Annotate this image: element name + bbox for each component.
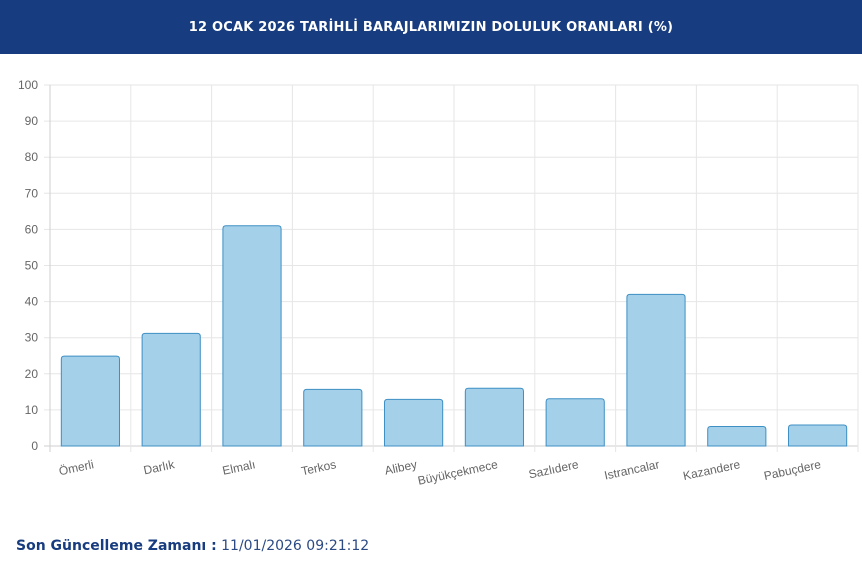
y-tick-label: 100 [18, 78, 38, 92]
y-tick-label: 40 [25, 295, 39, 309]
x-category-label: Istrancalar [603, 457, 661, 482]
last-update-label: Son Güncelleme Zamanı : [16, 538, 217, 554]
last-update-value: 11/01/2026 09:21:12 [221, 538, 370, 554]
x-labels-layer: Ömerli Darlık Elmalı Terkos AlibeyBüyükçekme… [58, 457, 823, 488]
page-header: 12 OCAK 2026 TARİHLİ BARAJLARIMIZIN DOLU… [0, 0, 862, 54]
bar-3[interactable] [222, 225, 282, 447]
bar-8[interactable] [626, 293, 686, 447]
bar-10[interactable] [788, 424, 848, 447]
y-tick-label: 60 [25, 222, 39, 236]
y-tick-label: 30 [25, 331, 39, 345]
y-tick-label: 10 [25, 403, 39, 417]
x-category-label: Ömerli [58, 457, 95, 478]
bar-5[interactable] [384, 398, 444, 447]
y-tick-label: 90 [25, 114, 39, 128]
y-tick-label: 20 [25, 367, 39, 381]
x-category-label: Darlık [142, 457, 177, 477]
y-tick-label: 80 [25, 150, 39, 164]
y-ticks-layer: 0 10 20 30 40 50 60 70 80 90 100 [18, 78, 38, 453]
x-category-label: Kazandere [682, 457, 742, 483]
bar-9[interactable] [707, 426, 767, 447]
bar-6[interactable] [464, 387, 524, 447]
x-category-label: Sazlıdere [527, 457, 580, 481]
y-tick-label: 70 [25, 186, 39, 200]
chart-title: 12 OCAK 2026 TARİHLİ BARAJLARIMIZIN DOLU… [188, 19, 674, 35]
y-tick-label: 0 [31, 439, 38, 453]
x-category-label: Elmalı [221, 457, 257, 478]
bars-layer [60, 225, 848, 447]
y-tick-label: 50 [25, 259, 39, 273]
bar-1[interactable] [60, 355, 120, 447]
x-category-label: Büyükçekmece [417, 457, 500, 488]
grid-layer [44, 84, 859, 452]
x-category-label: Pabuçdere [763, 457, 823, 483]
last-update: Son Güncelleme Zamanı : 11/01/2026 09:21… [16, 538, 369, 554]
x-category-label: Alibey [383, 457, 418, 477]
bar-2[interactable] [141, 332, 201, 447]
bar-4[interactable] [303, 388, 363, 447]
x-category-label: Terkos [300, 457, 337, 478]
bar-7[interactable] [545, 398, 605, 447]
chart-container: 0 10 20 30 40 50 60 70 80 90 100 Ömerli Darlık Elmal… [0, 64, 862, 504]
bar-chart: 0 10 20 30 40 50 60 70 80 90 100 Ömerli Darlık Elmal… [18, 78, 859, 488]
